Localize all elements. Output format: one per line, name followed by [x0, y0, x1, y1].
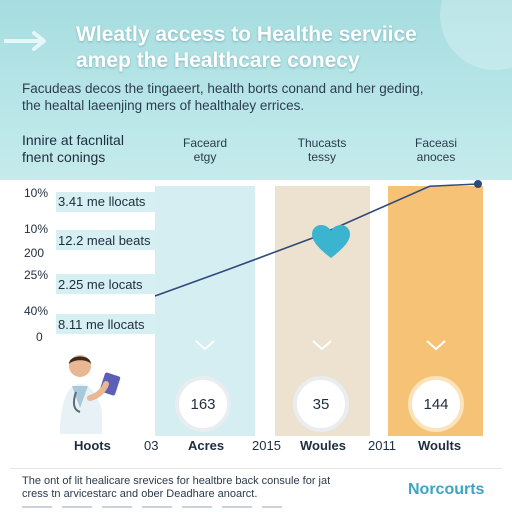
value-ring: 144 [408, 376, 464, 432]
chevron-down-icon [312, 340, 332, 350]
intro-line: Facudeas decos the tingaeert, health bor… [22, 81, 424, 96]
row-label: 8.11 me llocats [58, 317, 145, 332]
column-heading-main: Innire at facnlital fnent conings [22, 132, 124, 166]
title-line: Wleatly access to Healthe serviice [76, 23, 417, 46]
brand-logo: Norcourts [408, 481, 485, 498]
x-axis-label: Woults [418, 438, 462, 453]
row-label: 2.25 me locats [58, 277, 143, 292]
column-heading-3: Faceasi anoces [400, 136, 472, 164]
column-heading-line: Faceard [182, 136, 228, 150]
x-axis-label: Hoots [74, 438, 111, 453]
x-axis-label: 2015 [252, 438, 281, 453]
row-highlight [56, 274, 156, 294]
row-label: 12.2 meal beats [58, 233, 151, 248]
footer-line: cress tn arvicestarc and ober Deadhare a… [22, 488, 258, 500]
intro-line: the healtal laeenjing mers of healthaley… [22, 98, 305, 113]
y-tick-label: 0 [36, 330, 43, 344]
row-highlight [56, 192, 156, 212]
column-heading-line: Faceasi [414, 136, 458, 150]
footer-text: The ont of lit healicare srevices for he… [22, 475, 392, 501]
column-heading-line: Thucasts [297, 136, 347, 150]
arrow-right-icon [4, 31, 46, 51]
y-tick-label: 10% [24, 186, 49, 200]
value-ring: 35 [293, 376, 349, 432]
heart-icon [312, 225, 350, 258]
chart-area: 10% 10% 200 25% 40% 0 3.41 me llocats 12… [0, 180, 512, 470]
y-tick-label: 40% [24, 304, 49, 318]
column-heading-1: Faceard etgy [170, 136, 240, 164]
trend-line-endpoint [474, 180, 482, 188]
row-highlight [56, 230, 156, 250]
title-line: amep the Healthcare conecy [76, 49, 360, 72]
row-label: 3.41 me llocats [58, 194, 146, 209]
column-heading-line: tessy [307, 150, 336, 164]
y-tick-label: 200 [24, 246, 45, 260]
row-highlight [56, 314, 156, 334]
column-heading-line: fnent conings [22, 149, 106, 165]
x-axis-label: Acres [188, 438, 225, 453]
y-tick-label: 25% [24, 268, 49, 282]
x-axis-label: 03 [144, 438, 159, 453]
intro-text: Facudeas decos the tingaeert, health bor… [22, 80, 492, 114]
column-heading-line: etgy [193, 150, 217, 164]
chevron-down-icon [426, 340, 446, 350]
x-axis-label: 2011 [368, 438, 396, 453]
column-heading-2: Thucasts tessy [284, 136, 360, 164]
value-ring: 163 [175, 376, 231, 432]
doctor-illustration [60, 355, 121, 434]
x-axis-label: Woules [300, 438, 346, 453]
page-title: Wleatly access to Healthe serviice amep … [76, 22, 496, 74]
footer-divider [10, 468, 502, 469]
y-tick-label: 10% [24, 222, 49, 236]
footer-line: The ont of lit healicare srevices for he… [22, 475, 331, 487]
header-banner: Wleatly access to Healthe serviice amep … [0, 0, 512, 180]
column-heading-line: Innire at facnlital [22, 132, 124, 148]
footer-decor-line [22, 506, 282, 508]
chevron-down-icon [195, 340, 215, 350]
column-heading-line: anoces [416, 150, 456, 164]
